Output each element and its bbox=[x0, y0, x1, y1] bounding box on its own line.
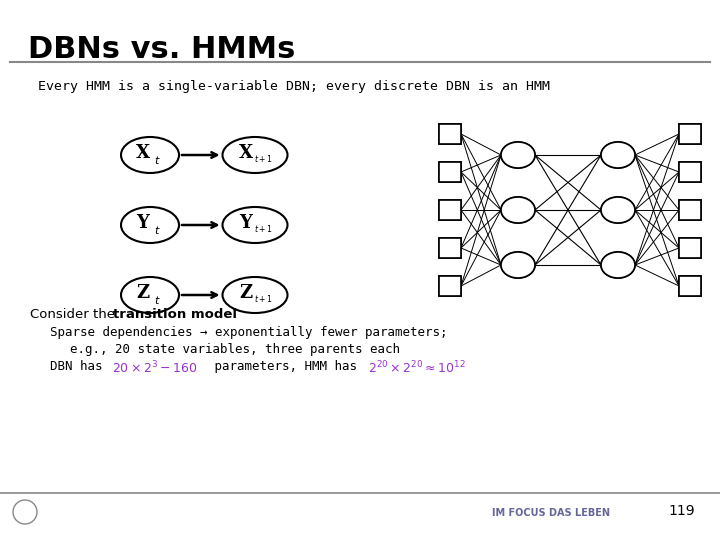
Ellipse shape bbox=[222, 207, 287, 243]
FancyBboxPatch shape bbox=[679, 124, 701, 144]
Ellipse shape bbox=[121, 277, 179, 313]
Ellipse shape bbox=[501, 197, 535, 223]
Ellipse shape bbox=[601, 197, 635, 223]
FancyBboxPatch shape bbox=[439, 200, 461, 220]
Text: $2^{20} \times 2^{20} \approx 10^{12}$: $2^{20} \times 2^{20} \approx 10^{12}$ bbox=[368, 360, 466, 376]
Ellipse shape bbox=[601, 142, 635, 168]
FancyBboxPatch shape bbox=[439, 162, 461, 182]
Text: IM FOCUS DAS LEBEN: IM FOCUS DAS LEBEN bbox=[492, 508, 610, 518]
Text: DBNs vs. HMMs: DBNs vs. HMMs bbox=[28, 35, 295, 64]
Text: Every HMM is a single-variable DBN; every discrete DBN is an HMM: Every HMM is a single-variable DBN; ever… bbox=[38, 80, 550, 93]
Ellipse shape bbox=[501, 142, 535, 168]
FancyBboxPatch shape bbox=[679, 200, 701, 220]
FancyBboxPatch shape bbox=[679, 200, 701, 220]
Ellipse shape bbox=[601, 197, 635, 223]
Ellipse shape bbox=[501, 252, 535, 278]
FancyBboxPatch shape bbox=[439, 124, 461, 144]
Text: $t$: $t$ bbox=[153, 294, 161, 306]
Text: $_{t+1}$: $_{t+1}$ bbox=[253, 224, 272, 236]
Ellipse shape bbox=[601, 252, 635, 278]
Ellipse shape bbox=[121, 207, 179, 243]
Text: Y: Y bbox=[240, 214, 253, 232]
FancyBboxPatch shape bbox=[439, 124, 461, 144]
Text: Z: Z bbox=[240, 284, 253, 302]
Text: $t$: $t$ bbox=[153, 224, 161, 236]
Ellipse shape bbox=[501, 142, 535, 168]
Ellipse shape bbox=[601, 142, 635, 168]
FancyBboxPatch shape bbox=[679, 238, 701, 258]
Text: Consider the: Consider the bbox=[30, 308, 120, 321]
Text: DBN has: DBN has bbox=[50, 360, 110, 373]
Text: 119: 119 bbox=[668, 504, 695, 518]
Text: X: X bbox=[136, 144, 150, 162]
Text: transition model: transition model bbox=[113, 308, 237, 321]
Text: $20 \times 2^3 - 160$: $20 \times 2^3 - 160$ bbox=[112, 360, 197, 376]
FancyBboxPatch shape bbox=[679, 276, 701, 296]
FancyBboxPatch shape bbox=[439, 200, 461, 220]
Text: Z: Z bbox=[136, 284, 150, 302]
Text: $_{t+1}$: $_{t+1}$ bbox=[253, 294, 272, 306]
Ellipse shape bbox=[222, 277, 287, 313]
Text: Sparse dependencies → exponentially fewer parameters;: Sparse dependencies → exponentially fewe… bbox=[50, 326, 448, 339]
FancyBboxPatch shape bbox=[679, 238, 701, 258]
Ellipse shape bbox=[222, 137, 287, 173]
FancyBboxPatch shape bbox=[439, 276, 461, 296]
FancyBboxPatch shape bbox=[439, 276, 461, 296]
Text: Y: Y bbox=[137, 214, 150, 232]
FancyBboxPatch shape bbox=[679, 276, 701, 296]
FancyBboxPatch shape bbox=[439, 162, 461, 182]
FancyBboxPatch shape bbox=[679, 162, 701, 182]
FancyBboxPatch shape bbox=[679, 124, 701, 144]
Text: e.g., 20 state variables, three parents each: e.g., 20 state variables, three parents … bbox=[70, 343, 400, 356]
Text: $_{t+1}$: $_{t+1}$ bbox=[253, 154, 272, 166]
Text: parameters, HMM has: parameters, HMM has bbox=[207, 360, 364, 373]
Ellipse shape bbox=[501, 252, 535, 278]
Ellipse shape bbox=[601, 252, 635, 278]
Ellipse shape bbox=[121, 137, 179, 173]
Text: X: X bbox=[239, 144, 253, 162]
FancyBboxPatch shape bbox=[439, 238, 461, 258]
FancyBboxPatch shape bbox=[439, 238, 461, 258]
Ellipse shape bbox=[501, 197, 535, 223]
Text: $t$: $t$ bbox=[153, 154, 161, 166]
FancyBboxPatch shape bbox=[679, 162, 701, 182]
